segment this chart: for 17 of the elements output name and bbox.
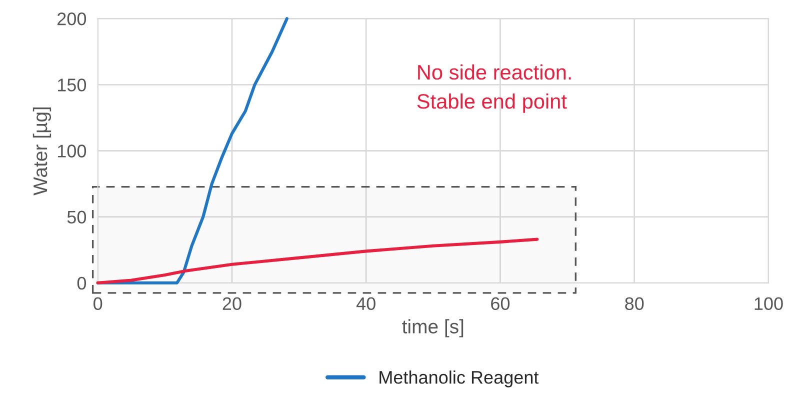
y-tick-label: 200 xyxy=(58,12,86,26)
x-tick-label: 80 xyxy=(625,297,644,310)
annotation: No side reaction. xyxy=(418,64,571,80)
x-tick-label: 40 xyxy=(356,297,376,310)
x-tick-label: 0 xyxy=(94,297,102,310)
y-tick-label: 50 xyxy=(67,210,86,224)
legend-label: Methanolic Reagent xyxy=(380,370,539,388)
line-series xyxy=(96,238,539,284)
annotation: Stable end point xyxy=(417,93,567,113)
y-axis-title: Water [µg] xyxy=(32,107,52,196)
x-tick-label: 20 xyxy=(222,297,242,310)
y-tick-label: 100 xyxy=(58,144,86,158)
y-tick-label: 150 xyxy=(58,78,86,92)
x-tick-label: 100 xyxy=(754,297,783,310)
x-axis-title: time [s] xyxy=(402,319,464,338)
x-tick-label: 60 xyxy=(491,297,510,310)
y-tick-label: 0 xyxy=(77,276,86,290)
